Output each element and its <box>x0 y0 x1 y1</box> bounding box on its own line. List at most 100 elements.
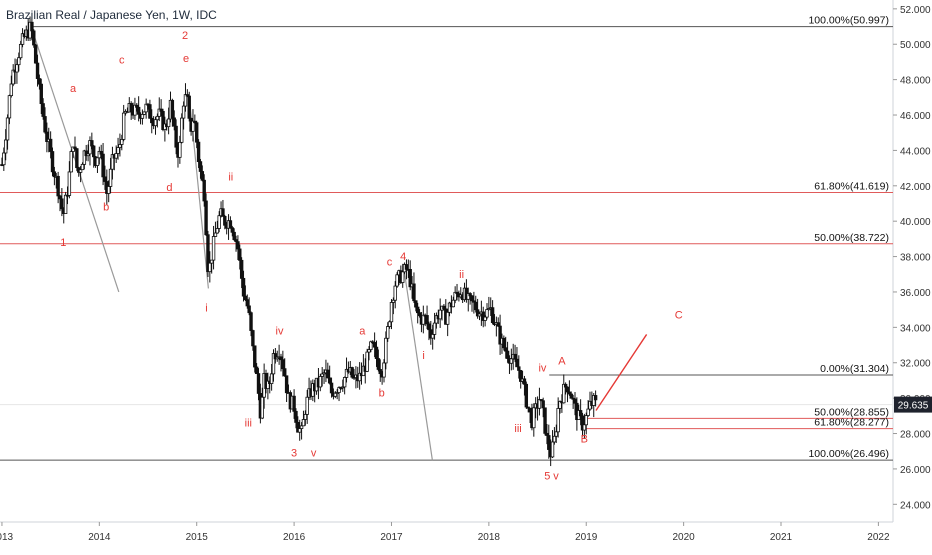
candle-body <box>243 295 248 301</box>
candle-body <box>438 309 442 320</box>
x-tick-label: 2013 <box>0 532 14 543</box>
candle-body <box>567 391 572 395</box>
candle-body <box>429 329 433 339</box>
candle-body <box>455 291 459 295</box>
candle-body <box>490 307 495 324</box>
candle-body <box>372 342 377 348</box>
candle-body <box>140 114 145 119</box>
wave-label: a <box>70 83 77 95</box>
candle-body <box>161 110 165 130</box>
wave-label: i <box>422 350 424 362</box>
candle-body <box>414 300 418 308</box>
candle-body <box>183 94 188 107</box>
candle-body <box>196 141 201 163</box>
candle-body <box>592 395 596 406</box>
candle-body <box>73 146 77 150</box>
candle-body <box>95 157 100 166</box>
candle-body <box>299 425 304 429</box>
candle-body <box>35 62 40 79</box>
candle-body <box>159 108 163 112</box>
candle-body <box>453 291 457 301</box>
candle-body <box>136 106 141 115</box>
candle-body <box>477 313 482 317</box>
wave-label: b <box>103 202 109 214</box>
candle-body <box>578 410 583 417</box>
candle-body <box>391 299 396 303</box>
candle-body <box>528 407 532 413</box>
wave-label: b <box>379 387 385 399</box>
candle-body <box>170 99 175 119</box>
candle-body <box>58 195 62 200</box>
last-price-badge <box>894 396 932 413</box>
candle-body <box>56 175 60 197</box>
candle-body <box>67 171 72 196</box>
candle-body <box>86 153 90 157</box>
candle-body <box>305 396 309 415</box>
fib-level-label: 61.80%(28.277) <box>814 417 889 429</box>
candle-body <box>273 353 278 360</box>
candle-body <box>43 116 47 133</box>
candle-body <box>18 43 23 59</box>
candle-body <box>496 322 500 327</box>
wave-line <box>30 26 120 293</box>
candle-body <box>153 119 158 127</box>
candle-body <box>573 398 577 404</box>
candle-body <box>376 358 381 370</box>
candle-body <box>283 368 287 377</box>
candle-body <box>234 239 238 243</box>
candle-body <box>118 144 122 148</box>
candle-body <box>374 346 379 359</box>
candle-body <box>474 301 478 311</box>
candle-body <box>395 274 399 287</box>
candle-body <box>254 366 259 374</box>
fib-level-label: 50.00%(38.722) <box>814 232 889 244</box>
candle-body <box>20 33 25 45</box>
last-price-label: 29.635 <box>898 401 929 412</box>
candle-body <box>114 153 118 159</box>
candle-body <box>432 322 437 335</box>
candle-body <box>60 198 64 210</box>
candle-body <box>110 154 115 170</box>
candle-body <box>78 169 83 173</box>
y-tick-label: 28.000 <box>900 430 931 441</box>
candle-body <box>322 372 326 375</box>
candle-body <box>378 369 382 375</box>
candle-body <box>369 341 373 350</box>
candle-body <box>99 150 103 155</box>
candle-body <box>204 200 208 236</box>
candle-body <box>504 347 508 352</box>
candle-body <box>63 194 68 214</box>
candle-body <box>5 117 10 141</box>
candle-body <box>221 208 225 217</box>
wave-label: e <box>183 53 189 65</box>
candle-body <box>97 150 102 159</box>
candle-body <box>30 21 34 32</box>
candle-body <box>427 323 431 331</box>
fib-level-label: 100.00%(50.997) <box>808 15 889 27</box>
candle-body <box>451 299 455 308</box>
candle-body <box>129 103 133 113</box>
candle-body <box>133 104 137 116</box>
wave-label: c <box>387 256 393 268</box>
candle-body <box>191 120 195 132</box>
candle-body <box>326 369 330 379</box>
candle-body <box>75 148 79 169</box>
candle-body <box>518 370 523 382</box>
candle-body <box>253 345 257 368</box>
chart-title: Brazilian Real / Japanese Yen, 1W, IDC <box>6 8 217 22</box>
candle-body <box>80 163 85 171</box>
candle-body <box>249 312 253 331</box>
candle-body <box>144 103 148 113</box>
candle-body <box>384 337 388 364</box>
wave-label: iii <box>514 423 521 435</box>
candles <box>0 16 598 467</box>
candle-body <box>41 103 45 117</box>
x-tick-label: 2022 <box>867 532 890 543</box>
wave-label: c <box>119 55 125 67</box>
wave-label: 4 <box>400 251 406 263</box>
candle-body <box>333 392 337 397</box>
x-tick-label: 2014 <box>88 532 111 543</box>
candle-body <box>513 353 517 360</box>
